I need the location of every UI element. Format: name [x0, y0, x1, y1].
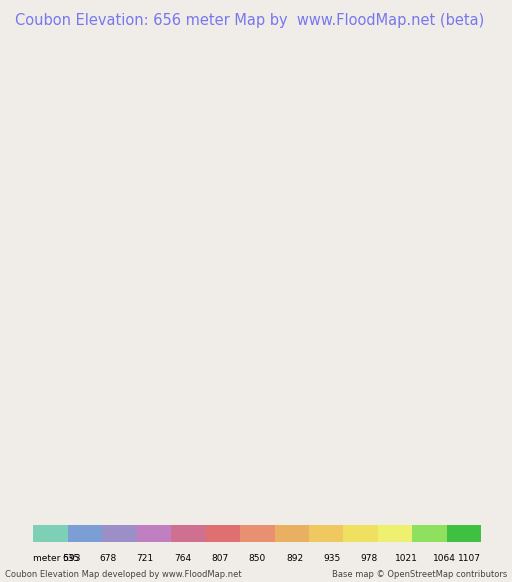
- Text: meter 593: meter 593: [33, 554, 81, 563]
- Text: Coubon Elevation Map developed by www.FloodMap.net: Coubon Elevation Map developed by www.Fl…: [5, 570, 242, 579]
- Bar: [344, 525, 378, 542]
- Text: 678: 678: [99, 554, 117, 563]
- Bar: [240, 525, 274, 542]
- Text: 935: 935: [323, 554, 340, 563]
- Text: 850: 850: [249, 554, 266, 563]
- Bar: [206, 525, 240, 542]
- Bar: [68, 525, 102, 542]
- Bar: [102, 525, 137, 542]
- Bar: [33, 525, 68, 542]
- Text: 635: 635: [62, 554, 79, 563]
- Text: 721: 721: [137, 554, 154, 563]
- Bar: [447, 525, 481, 542]
- Text: 1107: 1107: [458, 554, 481, 563]
- Bar: [412, 525, 447, 542]
- Bar: [309, 525, 344, 542]
- Bar: [137, 525, 171, 542]
- Text: 807: 807: [211, 554, 228, 563]
- Text: 978: 978: [360, 554, 378, 563]
- Text: Coubon Elevation: 656 meter Map by  www.FloodMap.net (beta): Coubon Elevation: 656 meter Map by www.F…: [15, 13, 485, 27]
- Bar: [171, 525, 206, 542]
- Text: Base map © OpenStreetMap contributors: Base map © OpenStreetMap contributors: [332, 570, 507, 579]
- Text: 892: 892: [286, 554, 303, 563]
- Bar: [274, 525, 309, 542]
- Text: 1064: 1064: [433, 554, 455, 563]
- Text: 764: 764: [174, 554, 191, 563]
- Text: 1021: 1021: [395, 554, 418, 563]
- Bar: [378, 525, 412, 542]
